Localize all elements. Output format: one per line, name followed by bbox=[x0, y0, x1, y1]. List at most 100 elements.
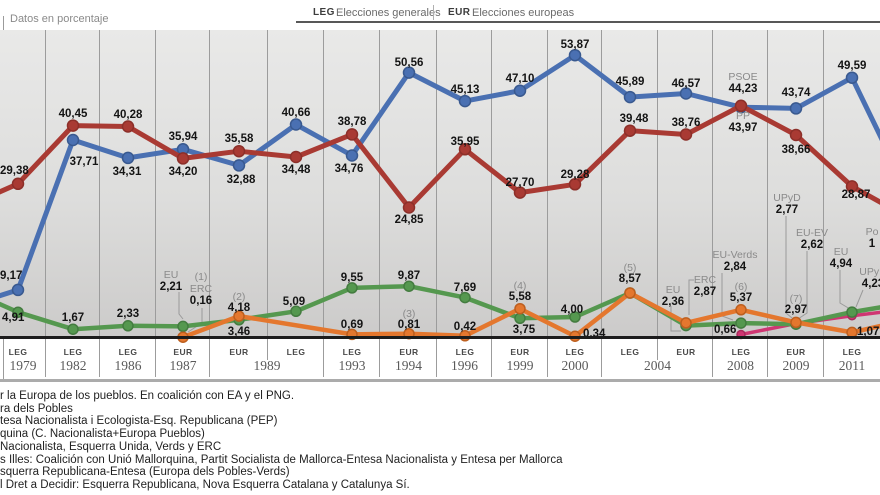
value-label-EU: 2,33 bbox=[116, 307, 140, 320]
annotation-EU: EU 2,21 bbox=[159, 269, 183, 293]
footnote-line: ra dels Pobles bbox=[0, 402, 73, 415]
data-point-PP bbox=[845, 71, 859, 84]
axis-separator bbox=[436, 339, 437, 377]
column-separator bbox=[823, 30, 824, 336]
value-label-PP: 37,71 bbox=[69, 156, 99, 169]
value-label-PSOE: 35,95 bbox=[450, 136, 480, 149]
value-label-ERC: 0,34 bbox=[583, 328, 606, 340]
plot-column bbox=[437, 30, 492, 336]
value-label-PSOE: 29,38 bbox=[0, 165, 29, 177]
axis-election-type: LEG bbox=[63, 347, 83, 357]
axis-year-label: 1982 bbox=[59, 358, 87, 373]
value-label-EU: 9,55 bbox=[340, 271, 364, 284]
column-separator bbox=[436, 30, 437, 336]
data-point-PSOE bbox=[402, 201, 416, 214]
value-label-PP: 32,88 bbox=[226, 174, 256, 187]
data-point-ERC bbox=[624, 287, 636, 299]
data-point-PSOE bbox=[458, 143, 472, 156]
value-label-EU: 1,67 bbox=[61, 312, 85, 325]
axis-separator bbox=[155, 339, 156, 377]
annotation-UPyD: UPyD 2,77 bbox=[773, 192, 801, 216]
data-point-PSOE bbox=[66, 119, 80, 132]
footnote-line: tesa Nacionalista i Ecologista-Esq. Repu… bbox=[0, 415, 278, 428]
axis-election-type: EUR bbox=[399, 347, 419, 357]
value-label-EU: 7,69 bbox=[453, 281, 477, 294]
value-label-ERC: 2,97 bbox=[784, 304, 808, 317]
axis-election-type: LEG bbox=[8, 347, 28, 357]
annotation-ERC: ERC 2,87 bbox=[693, 274, 717, 298]
value-label-ERC: 0,81 bbox=[397, 318, 421, 331]
data-point-EU bbox=[177, 320, 189, 333]
value-label-EU: 3,75 bbox=[512, 324, 536, 337]
footnote-line: s Illes: Coalición con Unió Mallorquina,… bbox=[0, 453, 563, 466]
value-label-PP: 49,59 bbox=[837, 59, 867, 72]
value-label-PP: 50,56 bbox=[394, 56, 424, 69]
axis-year-label: 1986 bbox=[114, 358, 142, 373]
data-point-PSOE bbox=[789, 128, 803, 142]
value-label-PP: 40,66 bbox=[281, 106, 311, 119]
data-point-ERC bbox=[680, 317, 692, 329]
annotation-leader-line bbox=[178, 292, 184, 320]
value-label-UPyD: 0,66 bbox=[714, 324, 737, 336]
axis-year-label: 1996 bbox=[451, 358, 478, 373]
annotation-ERC: (1) ERC 0,16 bbox=[189, 271, 213, 307]
axis-separator bbox=[323, 339, 324, 377]
data-point-PP bbox=[11, 283, 25, 297]
annotation-EU: EU 4,94 bbox=[829, 246, 853, 270]
value-label-EU: 5,09 bbox=[282, 296, 306, 309]
column-separator bbox=[547, 30, 548, 336]
value-label-ERC: 8,57 bbox=[618, 273, 642, 285]
value-label-EU: 4,91 bbox=[2, 312, 25, 324]
value-label-PP: 34,76 bbox=[334, 162, 364, 175]
column-separator bbox=[45, 30, 46, 336]
value-label-PP: 43,74 bbox=[781, 87, 811, 100]
axis-election-type: LEG bbox=[118, 347, 138, 357]
axis-election-type: EUR bbox=[786, 347, 806, 357]
data-point-EU bbox=[735, 317, 747, 329]
annotation-EU-Verds: EU-Verds 2,84 bbox=[712, 249, 758, 273]
data-point-PSOE bbox=[513, 186, 527, 199]
value-label-EU: 3,46 bbox=[227, 325, 251, 338]
data-point-EU bbox=[514, 312, 526, 325]
data-point-EU bbox=[122, 320, 134, 332]
annotation-PSOE: PSOE 44,23 bbox=[728, 71, 758, 95]
value-label-ERC: 5,37 bbox=[729, 291, 753, 304]
column-separator bbox=[209, 30, 210, 336]
axis-election-type: LEG bbox=[565, 347, 585, 357]
axis-election-type: LEG bbox=[286, 347, 306, 357]
axis-separator bbox=[99, 339, 100, 377]
value-label-PSOE: 38,78 bbox=[337, 116, 367, 129]
data-point-PP bbox=[513, 84, 527, 97]
footnote-line: squerra Republicana-Entesa (Europa dels … bbox=[0, 466, 290, 479]
plot-column bbox=[768, 30, 824, 336]
axis-election-type: EUR bbox=[229, 347, 249, 357]
data-point-EU bbox=[67, 323, 79, 335]
value-label-PSOE: 34,20 bbox=[168, 166, 198, 179]
value-label-ERC: 0,69 bbox=[340, 319, 364, 332]
value-label-ERC: 1,07 bbox=[857, 326, 880, 338]
chart-legend: LEG Elecciones generales EUR Elecciones … bbox=[296, 4, 880, 20]
plot-column bbox=[100, 30, 156, 336]
value-label-PSOE: 35,58 bbox=[224, 133, 254, 146]
data-point-EU bbox=[403, 280, 415, 292]
data-point-PP bbox=[289, 118, 303, 131]
data-point-PP bbox=[345, 149, 359, 162]
axis-year-label: 1987 bbox=[169, 358, 197, 373]
value-label-PP: 53,87 bbox=[560, 39, 590, 52]
axis-year-label: 2011 bbox=[838, 358, 866, 373]
units-note: Datos en porcentaje bbox=[10, 13, 109, 25]
annotation-EU: EU 2,36 bbox=[661, 284, 685, 308]
axis-separator bbox=[601, 339, 602, 377]
data-point-PP bbox=[232, 159, 246, 172]
axis-separator bbox=[823, 339, 824, 377]
data-point-PP bbox=[679, 87, 693, 100]
value-label-PSOE: 28,87 bbox=[841, 189, 871, 202]
footnote-marker: (7) bbox=[789, 293, 803, 306]
data-point-EU bbox=[290, 305, 302, 318]
axis-year-label: 2000 bbox=[561, 358, 589, 373]
plot-column bbox=[156, 30, 210, 336]
column-separator bbox=[155, 30, 156, 336]
footnotes: r la Europa de los pueblos. En coalición… bbox=[0, 390, 880, 492]
